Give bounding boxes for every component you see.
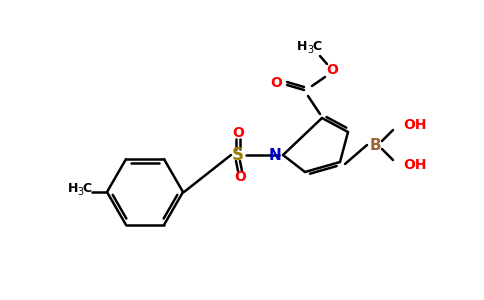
Text: C: C xyxy=(82,182,91,196)
Text: H: H xyxy=(68,182,78,196)
Text: O: O xyxy=(326,63,338,77)
Text: O: O xyxy=(234,170,246,184)
Text: 3: 3 xyxy=(77,187,83,197)
Text: C: C xyxy=(313,40,321,53)
Text: O: O xyxy=(232,126,244,140)
Text: O: O xyxy=(270,76,282,90)
Text: S: S xyxy=(232,146,244,164)
Text: OH: OH xyxy=(403,118,426,132)
Text: N: N xyxy=(269,148,281,163)
Text: H: H xyxy=(297,40,307,53)
Text: OH: OH xyxy=(403,158,426,172)
Text: B: B xyxy=(369,137,381,152)
Text: 3: 3 xyxy=(307,45,313,55)
